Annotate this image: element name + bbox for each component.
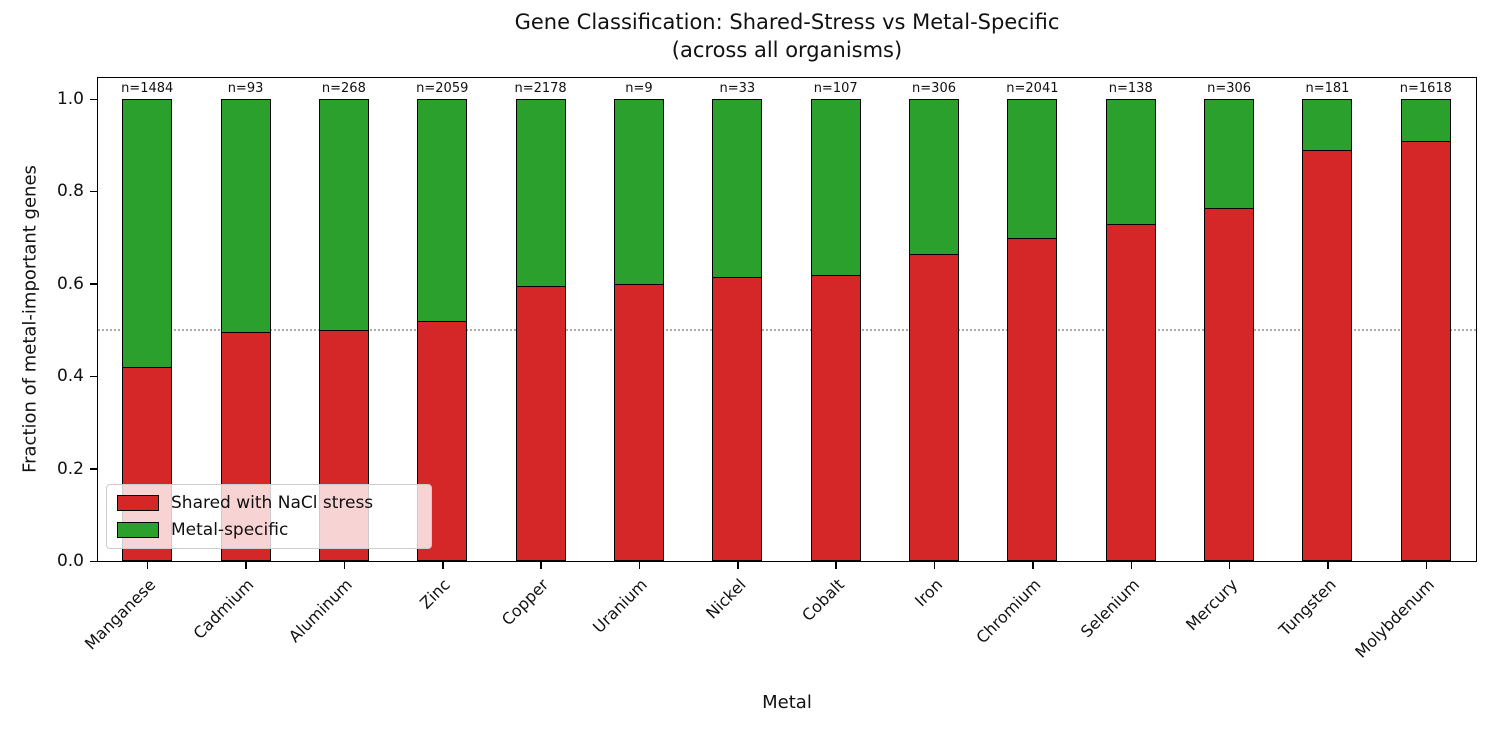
y-axis-label: Fraction of metal-important genes xyxy=(19,165,41,473)
bar-mercury xyxy=(1204,99,1255,561)
bar-segment-metal-specific xyxy=(516,100,565,288)
y-tick-label-0.4: 0.4 xyxy=(56,366,84,387)
x-tick-label-cobalt: Cobalt xyxy=(797,575,848,625)
bar-molybdenum xyxy=(1400,99,1451,561)
x-tick-label-molybdenum: Molybdenum xyxy=(1351,575,1438,662)
bar-copper xyxy=(515,99,566,561)
x-tick-label-iron: Iron xyxy=(910,575,946,611)
y-tick-mark xyxy=(90,560,97,562)
x-tick-label-tungsten: Tungsten xyxy=(1274,575,1340,640)
x-tick-mark xyxy=(1327,562,1329,569)
bar-count-label: n=181 xyxy=(1305,81,1350,96)
bar-count-label: n=93 xyxy=(227,81,264,96)
bar-uranium xyxy=(613,99,664,561)
x-tick-mark xyxy=(146,562,149,569)
x-tick-label-aluminum: Aluminum xyxy=(284,575,356,647)
x-tick-mark xyxy=(245,562,247,569)
bar-segment-metal-specific xyxy=(1106,100,1155,225)
bar-count-label: n=268 xyxy=(321,81,366,96)
bar-count-label: n=306 xyxy=(1207,81,1252,96)
bar-count-label: n=138 xyxy=(1108,81,1153,96)
legend-entry-metal-specific: Metal-specific xyxy=(117,520,421,540)
x-tick-mark xyxy=(1228,562,1231,569)
legend-label-shared: Shared with NaCl stress xyxy=(171,493,374,513)
x-tick-mark xyxy=(343,562,346,569)
bar-segment-metal-specific xyxy=(1008,100,1057,239)
y-tick-label-0.2: 0.2 xyxy=(56,458,84,479)
bar-count-label: n=2059 xyxy=(416,81,469,96)
x-tick-mark xyxy=(638,562,641,569)
x-axis-label: Metal xyxy=(762,692,812,713)
chart-subtitle: (across all organisms) xyxy=(671,38,903,62)
legend-entry-shared: Shared with NaCl stress xyxy=(117,493,421,513)
y-tick-label-0.6: 0.6 xyxy=(56,273,84,294)
x-tick-mark xyxy=(835,562,837,569)
bar-count-label: n=9 xyxy=(625,81,653,96)
y-tick-label-0.8: 0.8 xyxy=(56,181,84,202)
x-tick-mark xyxy=(442,562,444,569)
bar-count-label: n=33 xyxy=(719,81,756,96)
bar-tungsten xyxy=(1302,99,1353,561)
legend-label-metal-specific: Metal-specific xyxy=(171,520,289,540)
x-tick-mark xyxy=(1425,562,1428,569)
x-tick-label-zinc: Zinc xyxy=(416,575,455,613)
bar-count-label: n=107 xyxy=(813,81,858,96)
x-tick-label-chromium: Chromium xyxy=(972,575,1045,648)
bar-segment-metal-specific xyxy=(1401,100,1450,142)
plot-area: n=1484 n=93 n=268 n=2059 n=2178 n=9 n=33 n=107 n… xyxy=(97,77,1477,562)
bar-zinc xyxy=(417,99,468,561)
x-tick-mark xyxy=(1032,562,1034,569)
bar-count-label: n=1618 xyxy=(1399,81,1452,96)
chart-title: Gene Classification: Shared-Stress vs Me… xyxy=(514,10,1060,34)
bar-iron xyxy=(909,99,960,561)
bar-cobalt xyxy=(810,99,861,561)
y-tick-mark xyxy=(90,98,97,100)
bar-segment-metal-specific xyxy=(221,100,270,334)
y-tick-mark xyxy=(90,283,97,285)
bar-count-label: n=1484 xyxy=(121,81,174,96)
x-tick-mark xyxy=(933,562,936,569)
legend-swatch-metal-specific-green xyxy=(117,522,159,538)
x-tick-label-mercury: Mercury xyxy=(1181,575,1242,635)
bar-segment-metal-specific xyxy=(910,100,959,255)
bar-chromium xyxy=(1007,99,1058,561)
legend: Shared with NaCl stress Metal-specific xyxy=(106,484,432,549)
x-tick-label-cadmium: Cadmium xyxy=(189,575,258,643)
bar-segment-metal-specific xyxy=(319,100,368,331)
y-tick-label-1.0: 1.0 xyxy=(56,89,84,109)
y-tick-mark xyxy=(90,190,97,193)
bar-segment-metal-specific xyxy=(1303,100,1352,151)
x-tick-label-uranium: Uranium xyxy=(589,575,651,637)
legend-swatch-shared-red xyxy=(117,495,159,511)
bar-selenium xyxy=(1105,99,1156,561)
x-tick-label-selenium: Selenium xyxy=(1076,575,1143,642)
bar-segment-metal-specific xyxy=(418,100,467,322)
bar-segment-metal-specific xyxy=(123,100,172,368)
bar-segment-metal-specific xyxy=(811,100,860,276)
bar-count-label: n=2041 xyxy=(1006,81,1059,96)
x-tick-label-nickel: Nickel xyxy=(701,575,750,623)
x-tick-mark xyxy=(540,562,542,569)
reference-line-0.5 xyxy=(98,329,1476,331)
bar-segment-metal-specific xyxy=(713,100,762,278)
bar-count-label: n=2178 xyxy=(514,81,567,96)
y-tick-mark xyxy=(90,375,97,378)
x-tick-label-manganese: Manganese xyxy=(80,575,160,654)
x-tick-mark xyxy=(1130,562,1132,569)
y-tick-mark xyxy=(90,468,97,470)
bar-count-label: n=306 xyxy=(912,81,956,96)
bar-nickel xyxy=(712,99,763,561)
y-tick-label-0.0: 0.0 xyxy=(56,551,84,571)
x-tick-mark xyxy=(737,562,739,569)
bar-segment-metal-specific xyxy=(614,100,663,285)
bar-segment-metal-specific xyxy=(1205,100,1254,209)
x-tick-label-copper: Copper xyxy=(498,575,553,630)
